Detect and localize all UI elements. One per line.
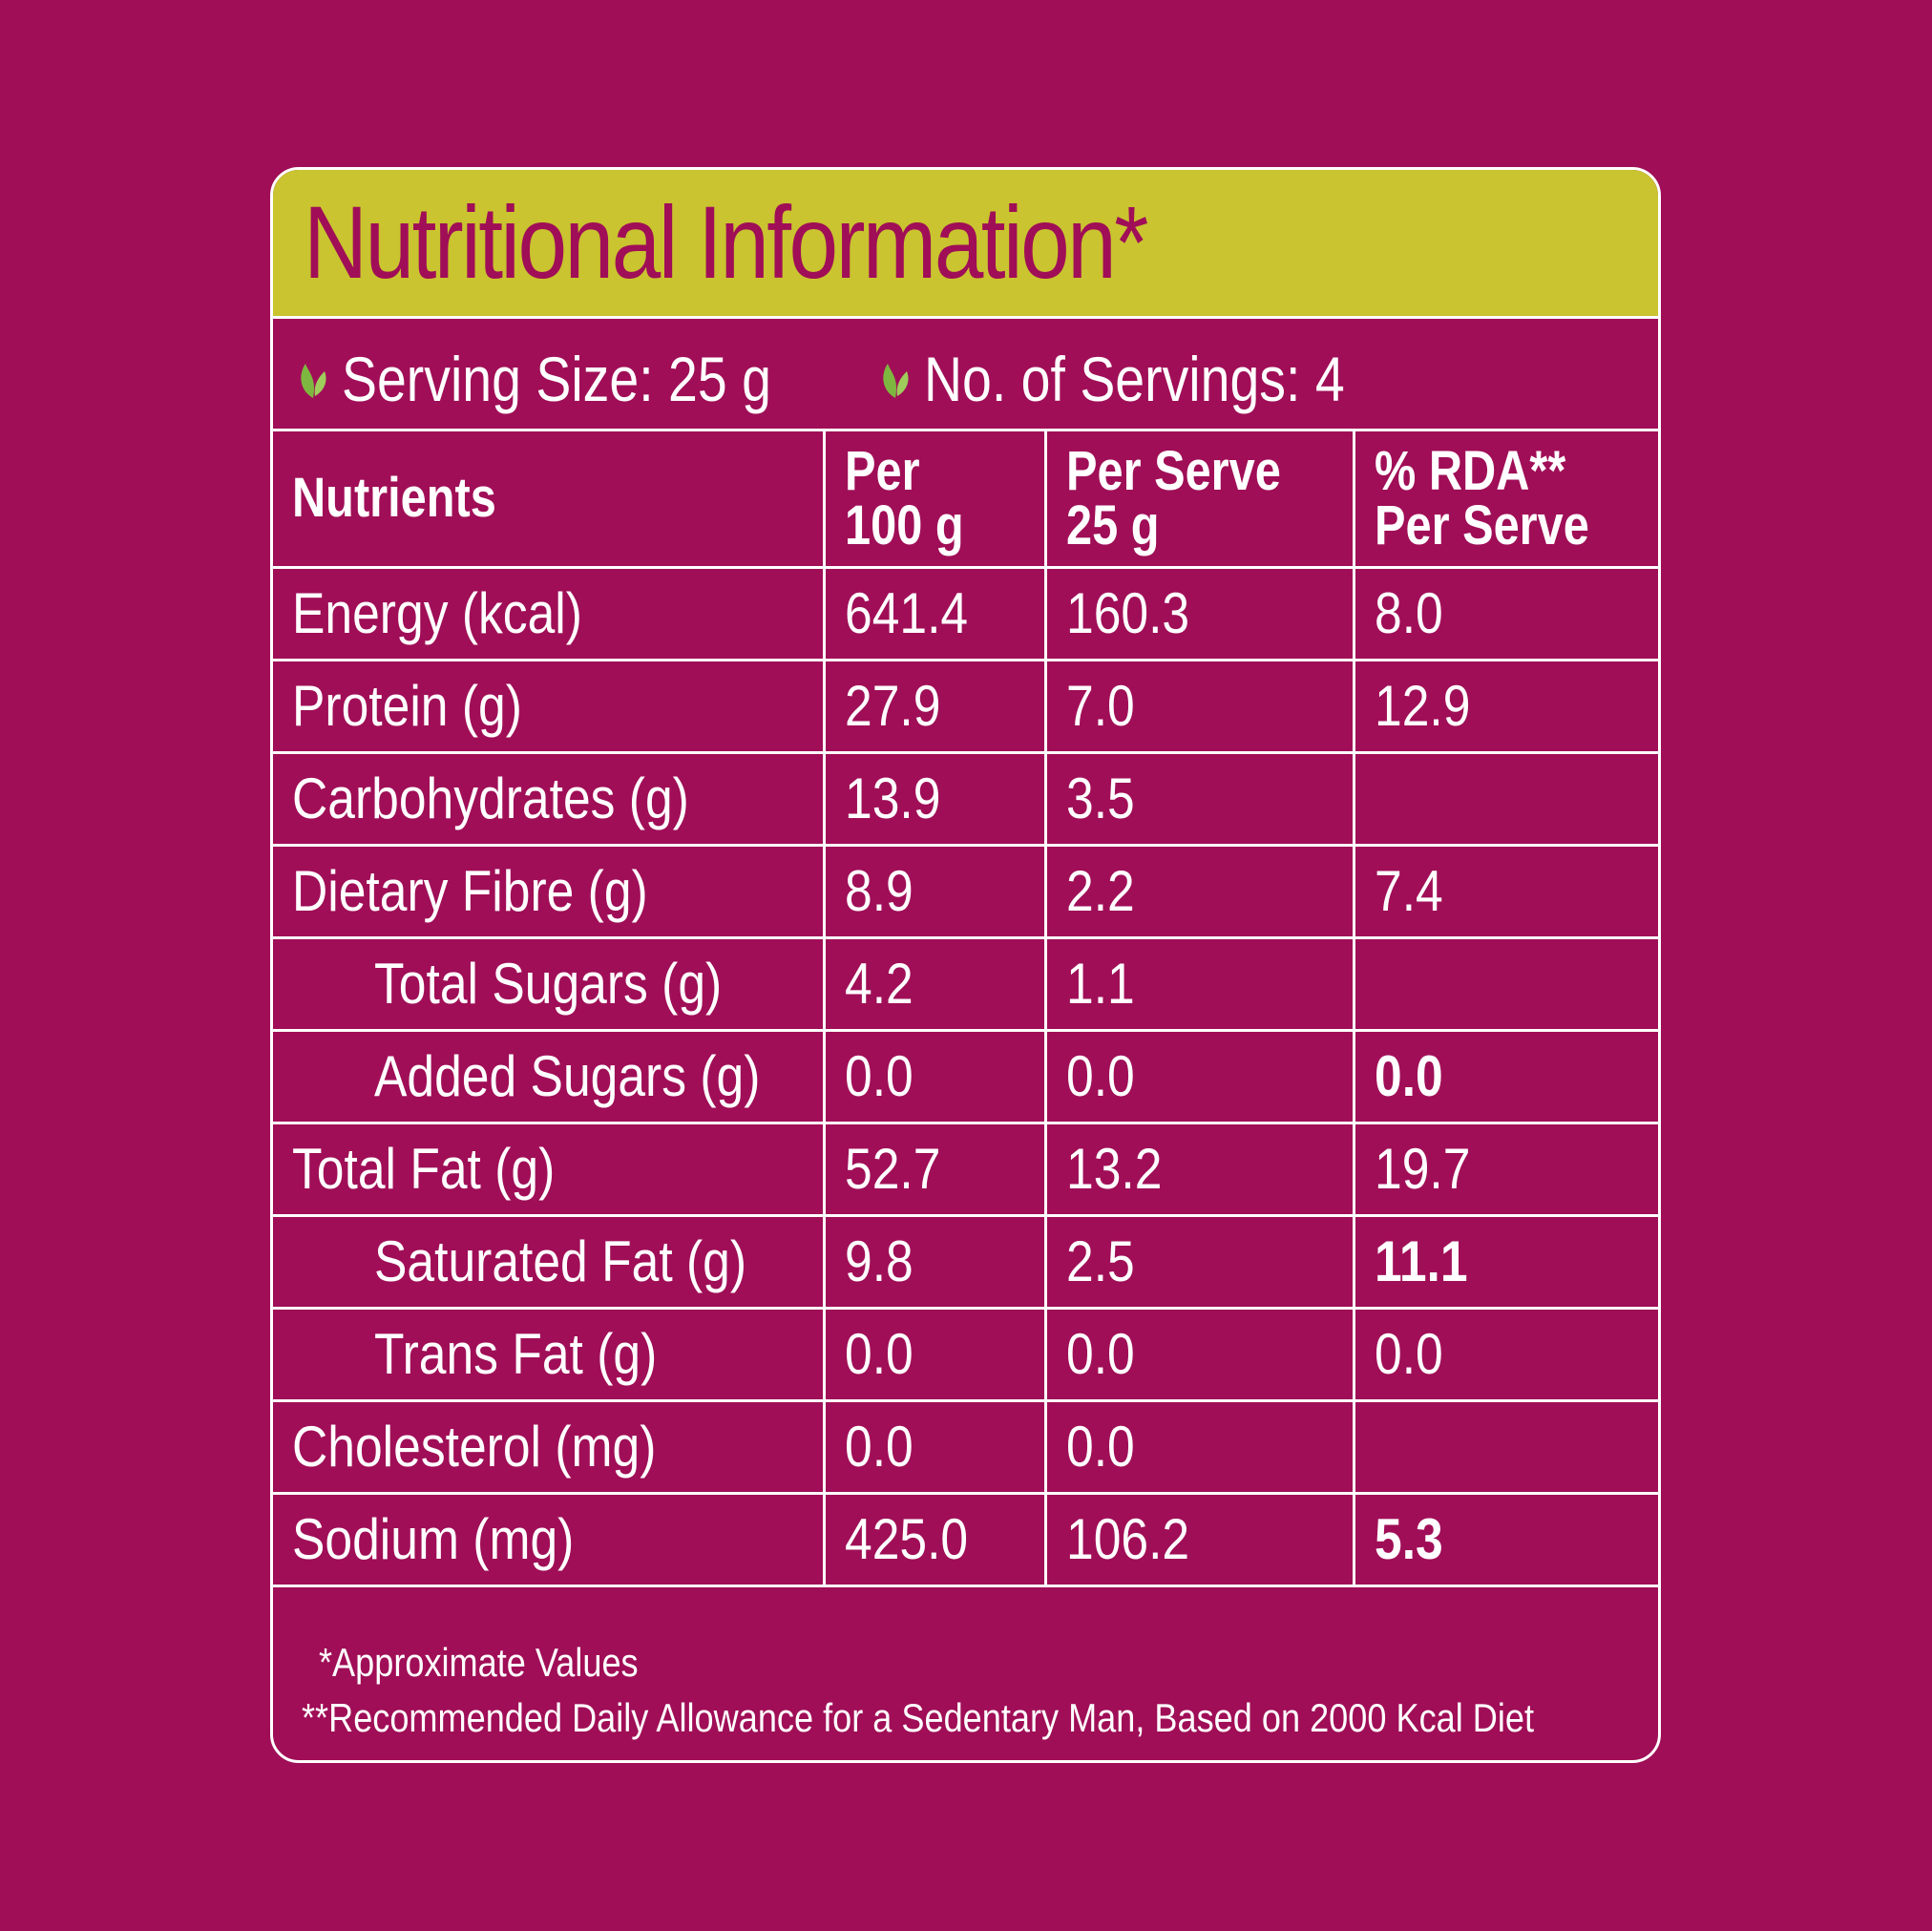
per-100g-value: 0.0 xyxy=(822,1399,1047,1495)
table-row: Total Fat (g) 52.7 13.2 19.7 xyxy=(273,1122,1658,1217)
table-row: Protein (g) 27.9 7.0 12.9 xyxy=(273,659,1658,754)
footnote-rda: **Recommended Daily Allowance for a Sede… xyxy=(302,1695,1535,1740)
footnotes: *Approximate Values **Recommended Daily … xyxy=(302,1635,1658,1746)
table-row: Added Sugars (g) 0.0 0.0 0.0 xyxy=(273,1029,1658,1124)
rda-value: 12.9 xyxy=(1352,659,1658,754)
nutrition-table: Nutrients Per 100 g Per Serve 25 g % RDA… xyxy=(273,431,1658,1587)
nutrient-name: Dietary Fibre (g) xyxy=(273,844,826,939)
header-per-100g: Per 100 g xyxy=(822,431,1047,569)
per-100g-value: 0.0 xyxy=(822,1029,1047,1124)
per-serve-value: 0.0 xyxy=(1043,1307,1355,1402)
footnote-approximate: *Approximate Values xyxy=(319,1640,639,1685)
table-header-row: Nutrients Per 100 g Per Serve 25 g % RDA… xyxy=(273,431,1658,569)
per-serve-value: 2.5 xyxy=(1043,1214,1355,1310)
nutrient-name: Carbohydrates (g) xyxy=(273,751,826,847)
per-100g-value: 9.8 xyxy=(822,1214,1047,1310)
header-per-serve: Per Serve 25 g xyxy=(1043,431,1355,569)
table-row: Trans Fat (g) 0.0 0.0 0.0 xyxy=(273,1307,1658,1402)
table-row: Dietary Fibre (g) 8.9 2.2 7.4 xyxy=(273,844,1658,939)
rda-value: 0.0 xyxy=(1352,1029,1658,1124)
rda-value xyxy=(1352,751,1658,847)
serving-size-label: Serving Size: 25 g xyxy=(342,344,771,414)
per-serve-value: 0.0 xyxy=(1043,1399,1355,1495)
rda-value: 0.0 xyxy=(1352,1307,1658,1402)
header-rda: % RDA** Per Serve xyxy=(1352,431,1658,569)
per-100g-value: 27.9 xyxy=(822,659,1047,754)
nutrient-name: Cholesterol (mg) xyxy=(273,1399,826,1495)
table-row: Saturated Fat (g) 9.8 2.5 11.1 xyxy=(273,1214,1658,1310)
nutrient-name: Trans Fat (g) xyxy=(273,1307,826,1402)
per-serve-value: 106.2 xyxy=(1043,1492,1355,1587)
rda-value: 19.7 xyxy=(1352,1122,1658,1217)
per-serve-value: 1.1 xyxy=(1043,936,1355,1032)
title-band: Nutritional Information* xyxy=(273,170,1658,319)
rda-value: 8.0 xyxy=(1352,566,1658,661)
leaf-icon xyxy=(301,364,326,398)
rda-value: 7.4 xyxy=(1352,844,1658,939)
servings-count: No. of Servings: 4 xyxy=(878,347,1425,410)
per-serve-value: 0.0 xyxy=(1043,1029,1355,1124)
table-row: Total Sugars (g) 4.2 1.1 xyxy=(273,936,1658,1032)
per-100g-value: 52.7 xyxy=(822,1122,1047,1217)
per-100g-value: 4.2 xyxy=(822,936,1047,1032)
rda-value: 11.1 xyxy=(1352,1214,1658,1310)
per-serve-value: 160.3 xyxy=(1043,566,1355,661)
per-100g-value: 13.9 xyxy=(822,751,1047,847)
page-title: Nutritional Information* xyxy=(304,184,1148,300)
per-serve-value: 2.2 xyxy=(1043,844,1355,939)
per-100g-value: 641.4 xyxy=(822,566,1047,661)
per-serve-value: 3.5 xyxy=(1043,751,1355,847)
per-100g-value: 0.0 xyxy=(822,1307,1047,1402)
nutrient-name: Added Sugars (g) xyxy=(273,1029,826,1124)
table-row: Sodium (mg) 425.0 106.2 5.3 xyxy=(273,1492,1658,1587)
rda-value: 5.3 xyxy=(1352,1492,1658,1587)
header-nutrients: Nutrients xyxy=(273,431,826,569)
per-100g-value: 8.9 xyxy=(822,844,1047,939)
nutrient-name: Total Sugars (g) xyxy=(273,936,826,1032)
serving-info-row: Serving Size: 25 g No. of Servings: 4 xyxy=(273,319,1658,431)
nutrient-name: Total Fat (g) xyxy=(273,1122,826,1217)
nutrient-name: Energy (kcal) xyxy=(273,566,826,661)
serving-size: Serving Size: 25 g xyxy=(296,347,853,410)
servings-count-label: No. of Servings: 4 xyxy=(924,344,1345,414)
nutrient-name: Sodium (mg) xyxy=(273,1492,826,1587)
per-serve-value: 7.0 xyxy=(1043,659,1355,754)
rda-value xyxy=(1352,1399,1658,1495)
leaf-icon xyxy=(883,364,909,398)
nutrition-panel: Nutritional Information* Serving Size: 2… xyxy=(270,167,1661,1763)
table-row: Energy (kcal) 641.4 160.3 8.0 xyxy=(273,566,1658,661)
table-row: Cholesterol (mg) 0.0 0.0 xyxy=(273,1399,1658,1495)
per-serve-value: 13.2 xyxy=(1043,1122,1355,1217)
nutrient-name: Saturated Fat (g) xyxy=(273,1214,826,1310)
rda-value xyxy=(1352,936,1658,1032)
table-row: Carbohydrates (g) 13.9 3.5 xyxy=(273,751,1658,847)
per-100g-value: 425.0 xyxy=(822,1492,1047,1587)
nutrient-name: Protein (g) xyxy=(273,659,826,754)
